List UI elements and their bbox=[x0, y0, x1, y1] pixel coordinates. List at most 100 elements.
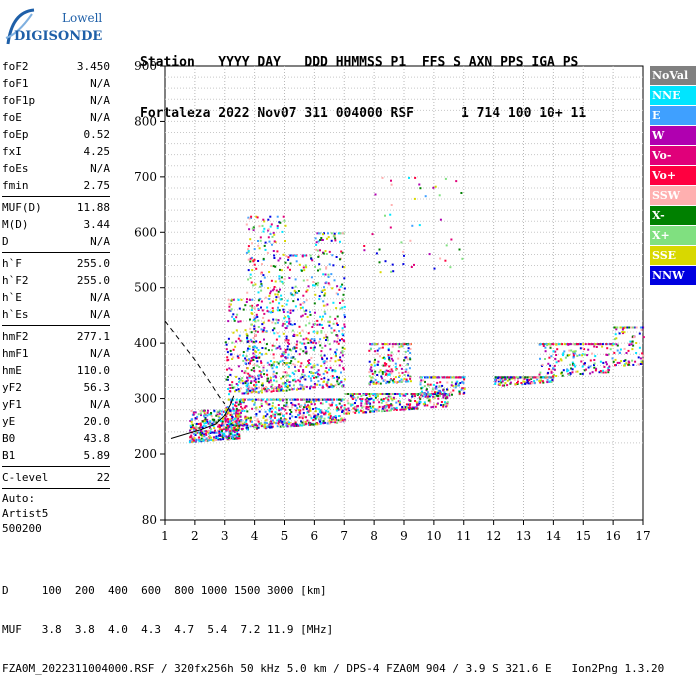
echo-point bbox=[238, 380, 241, 383]
echo-point bbox=[411, 393, 414, 395]
auto-line: Artist5 bbox=[2, 507, 49, 520]
echo-point bbox=[262, 230, 265, 233]
echo-point bbox=[368, 395, 371, 398]
echo-point bbox=[304, 404, 307, 407]
echo-point bbox=[253, 369, 256, 372]
echo-point bbox=[562, 352, 565, 355]
echo-point bbox=[578, 354, 581, 357]
echo-point bbox=[307, 338, 310, 341]
echo-point bbox=[559, 358, 562, 361]
echo-point bbox=[539, 371, 542, 374]
echo-point bbox=[224, 422, 227, 425]
echo-point bbox=[290, 402, 293, 404]
echo-point bbox=[436, 381, 439, 384]
echo-point bbox=[494, 383, 497, 385]
echo-point bbox=[335, 322, 338, 325]
echo-point bbox=[294, 421, 297, 424]
echo-point bbox=[391, 345, 394, 348]
echo-point bbox=[390, 393, 393, 395]
echo-point bbox=[305, 254, 308, 257]
param-value: N/A bbox=[90, 77, 110, 90]
grid-lines bbox=[165, 66, 643, 520]
echo-point bbox=[589, 365, 592, 368]
echo-point bbox=[263, 326, 266, 329]
echo-point bbox=[438, 394, 441, 397]
echo-point bbox=[223, 433, 226, 435]
echo-point bbox=[413, 263, 415, 266]
echo-point bbox=[328, 403, 331, 406]
echo-point bbox=[255, 313, 258, 316]
echo-point bbox=[436, 392, 438, 395]
echo-point bbox=[418, 224, 421, 227]
echo-point bbox=[374, 393, 377, 395]
echo-point bbox=[555, 343, 558, 346]
echo-point bbox=[255, 355, 258, 358]
echo-point bbox=[312, 408, 315, 410]
echo-point bbox=[293, 373, 296, 376]
echo-point bbox=[305, 366, 308, 368]
echo-point bbox=[285, 374, 288, 377]
echo-point bbox=[344, 408, 346, 411]
echo-point bbox=[579, 347, 582, 350]
echo-point bbox=[339, 420, 342, 423]
echo-point bbox=[539, 381, 542, 384]
echo-point bbox=[503, 384, 506, 387]
echo-point bbox=[284, 408, 287, 411]
echo-point bbox=[601, 345, 604, 348]
echo-point bbox=[378, 347, 381, 350]
echo-point bbox=[260, 376, 263, 378]
param-row: B1 5.89 bbox=[2, 447, 110, 464]
echo-point bbox=[526, 378, 529, 381]
echo-point bbox=[601, 343, 604, 346]
echo-point bbox=[316, 284, 319, 287]
echo-point bbox=[235, 407, 238, 410]
echo-point bbox=[363, 249, 366, 252]
echo-point bbox=[314, 383, 317, 386]
echo-point bbox=[225, 429, 228, 432]
echo-point bbox=[282, 375, 285, 378]
echo-point bbox=[550, 376, 553, 379]
echo-point bbox=[402, 263, 405, 266]
echo-point bbox=[231, 416, 234, 419]
echo-point bbox=[193, 427, 196, 430]
echo-point bbox=[227, 388, 230, 390]
echo-point bbox=[214, 421, 217, 424]
echo-point bbox=[250, 215, 253, 218]
echo-point bbox=[494, 377, 497, 380]
echo-point bbox=[327, 416, 330, 419]
echo-point bbox=[274, 386, 277, 389]
echo-point bbox=[591, 352, 594, 355]
echo-point bbox=[620, 360, 623, 363]
echo-point bbox=[289, 254, 292, 257]
echo-point bbox=[441, 376, 444, 379]
echo-point bbox=[242, 382, 245, 385]
echo-point bbox=[291, 371, 294, 374]
echo-point bbox=[245, 424, 248, 427]
echo-point bbox=[335, 404, 338, 407]
echo-point bbox=[280, 407, 283, 410]
echo-point bbox=[332, 322, 335, 325]
echo-point bbox=[238, 390, 241, 393]
echo-point bbox=[342, 366, 345, 369]
echo-point bbox=[407, 349, 410, 352]
echo-point bbox=[221, 420, 224, 423]
echo-point bbox=[307, 285, 310, 288]
echo-point bbox=[238, 433, 241, 436]
echo-point bbox=[383, 393, 386, 395]
echo-point bbox=[348, 409, 351, 412]
echo-point bbox=[384, 260, 387, 263]
echo-point bbox=[271, 321, 274, 324]
echo-point bbox=[241, 407, 244, 410]
echo-point bbox=[443, 393, 446, 395]
echo-point bbox=[386, 393, 389, 395]
echo-point bbox=[331, 416, 334, 419]
echo-point bbox=[528, 376, 531, 379]
echo-point bbox=[307, 404, 309, 407]
echo-point bbox=[328, 385, 331, 388]
echo-point bbox=[217, 415, 220, 418]
echo-point bbox=[247, 382, 250, 385]
echo-point bbox=[325, 360, 328, 363]
echo-point bbox=[299, 348, 302, 351]
echo-point bbox=[317, 413, 320, 416]
echo-point bbox=[594, 369, 597, 372]
